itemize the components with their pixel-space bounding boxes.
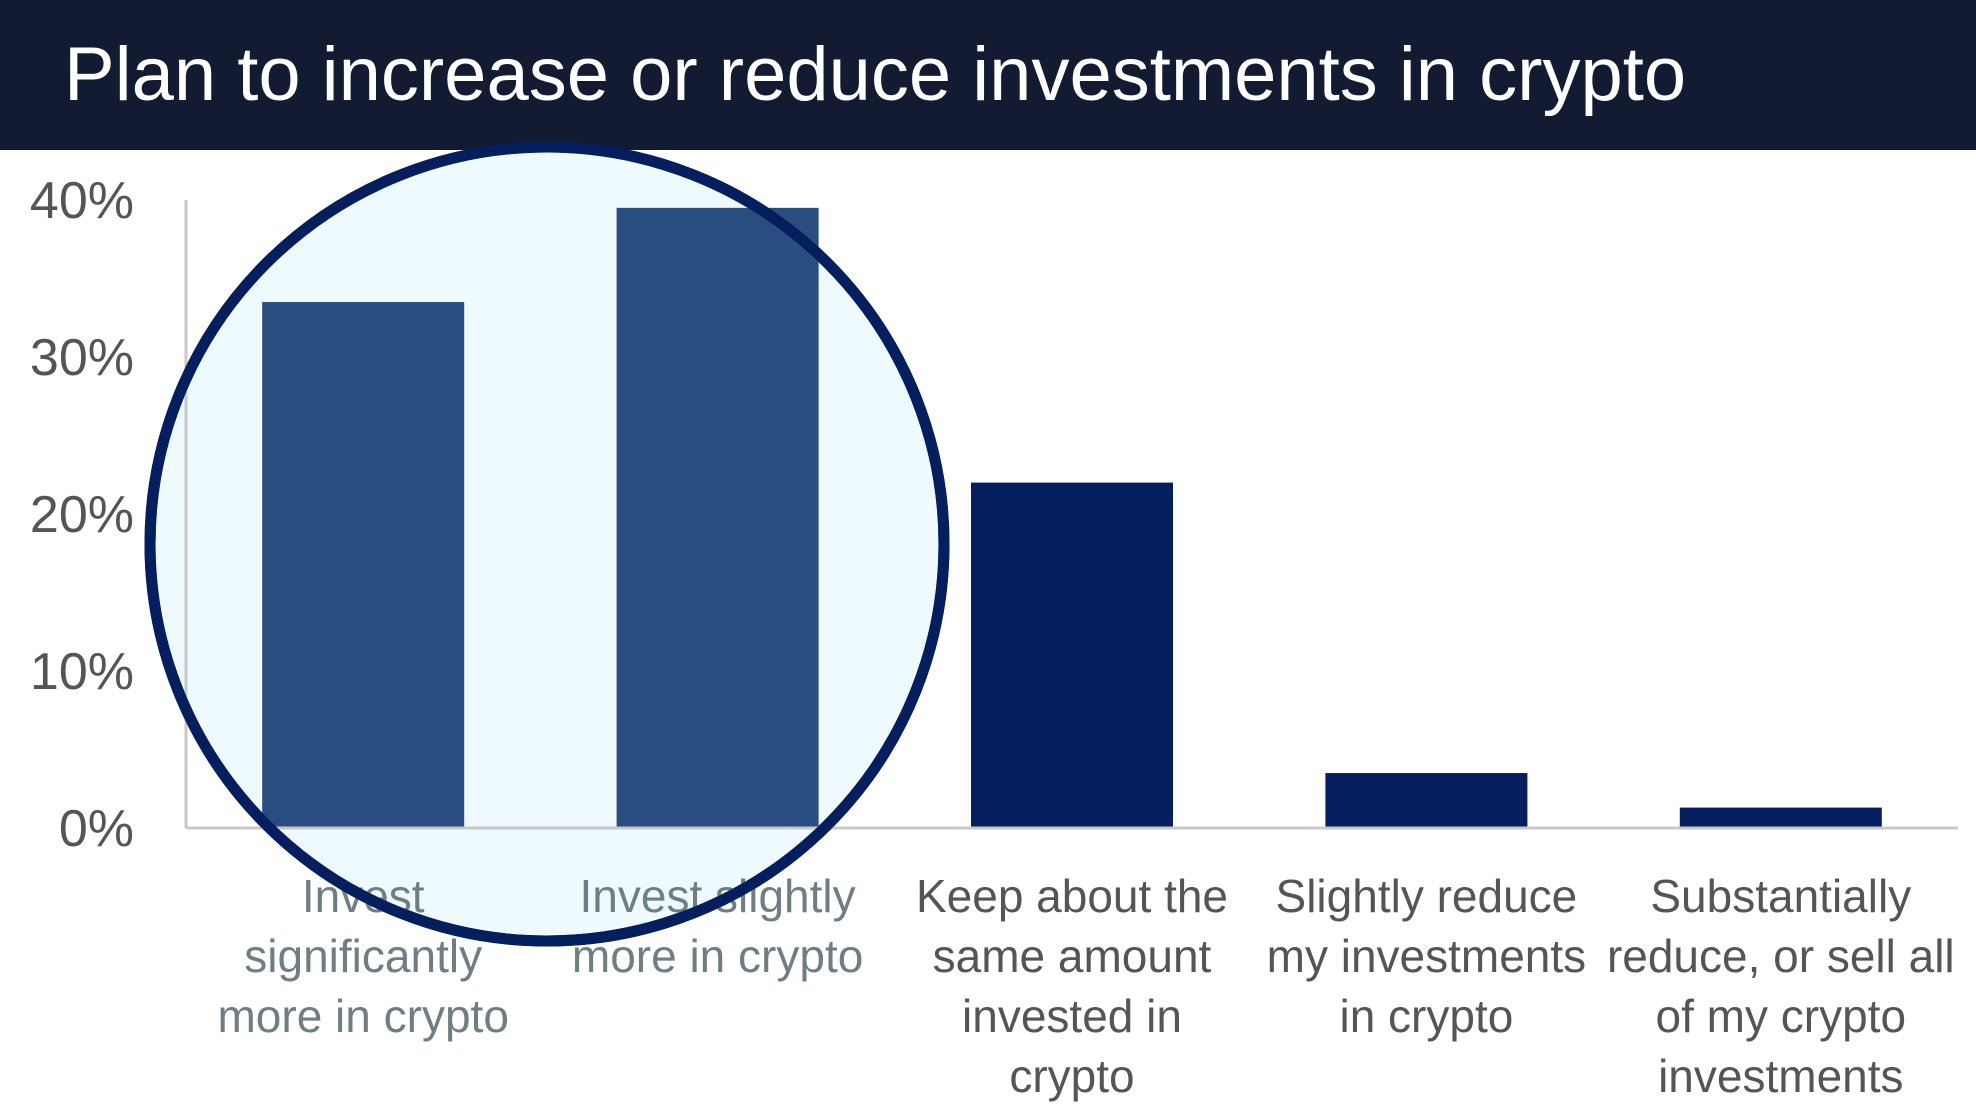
y-tick-label: 10% <box>30 643 134 701</box>
x-category-label: Keep about the same amount invested in cryp… <box>916 870 1228 1102</box>
bar <box>616 207 819 829</box>
bar <box>1325 773 1528 828</box>
title-bar: Plan to increase or reduce investments i… <box>0 0 1976 150</box>
x-category-label: Substantially reduce, or sell all of my cr… <box>1607 870 1955 1102</box>
y-tick-label: 30% <box>30 329 134 387</box>
x-category-label-line: crypto <box>1009 1050 1134 1102</box>
x-category-label-line: more in crypto <box>217 990 508 1042</box>
x-category-label: Slightly reduce my investments in crypto <box>1267 870 1587 1042</box>
y-tick-label: 0% <box>59 800 134 858</box>
x-category-label-line: significantly <box>244 930 482 982</box>
x-category-label-line: of my crypto <box>1656 990 1907 1042</box>
bar <box>971 482 1173 828</box>
bar <box>262 302 465 828</box>
y-tick-label: 40% <box>30 172 134 230</box>
x-category-label-line: Slightly reduce <box>1276 870 1578 922</box>
x-category-label-line: investments <box>1658 1050 1903 1102</box>
x-category-label-line: Keep about the <box>916 870 1228 922</box>
x-category-label-line: my investments <box>1267 930 1587 982</box>
x-category-label: Invest slightly more in crypto <box>572 870 863 982</box>
x-category-label-line: Invest slightly <box>580 870 856 922</box>
bar <box>1679 807 1882 828</box>
x-category-label-line: reduce, or sell all <box>1607 930 1955 982</box>
highlight-circle-outline <box>144 141 950 947</box>
x-category-label-line: in crypto <box>1339 990 1513 1042</box>
chart-title: Plan to increase or reduce investments i… <box>64 32 1687 117</box>
x-category-label-line: invested in <box>962 990 1182 1042</box>
x-category-label-line: Substantially <box>1650 870 1911 922</box>
y-tick-label: 20% <box>30 486 134 544</box>
x-category-label-line: same amount <box>933 930 1212 982</box>
